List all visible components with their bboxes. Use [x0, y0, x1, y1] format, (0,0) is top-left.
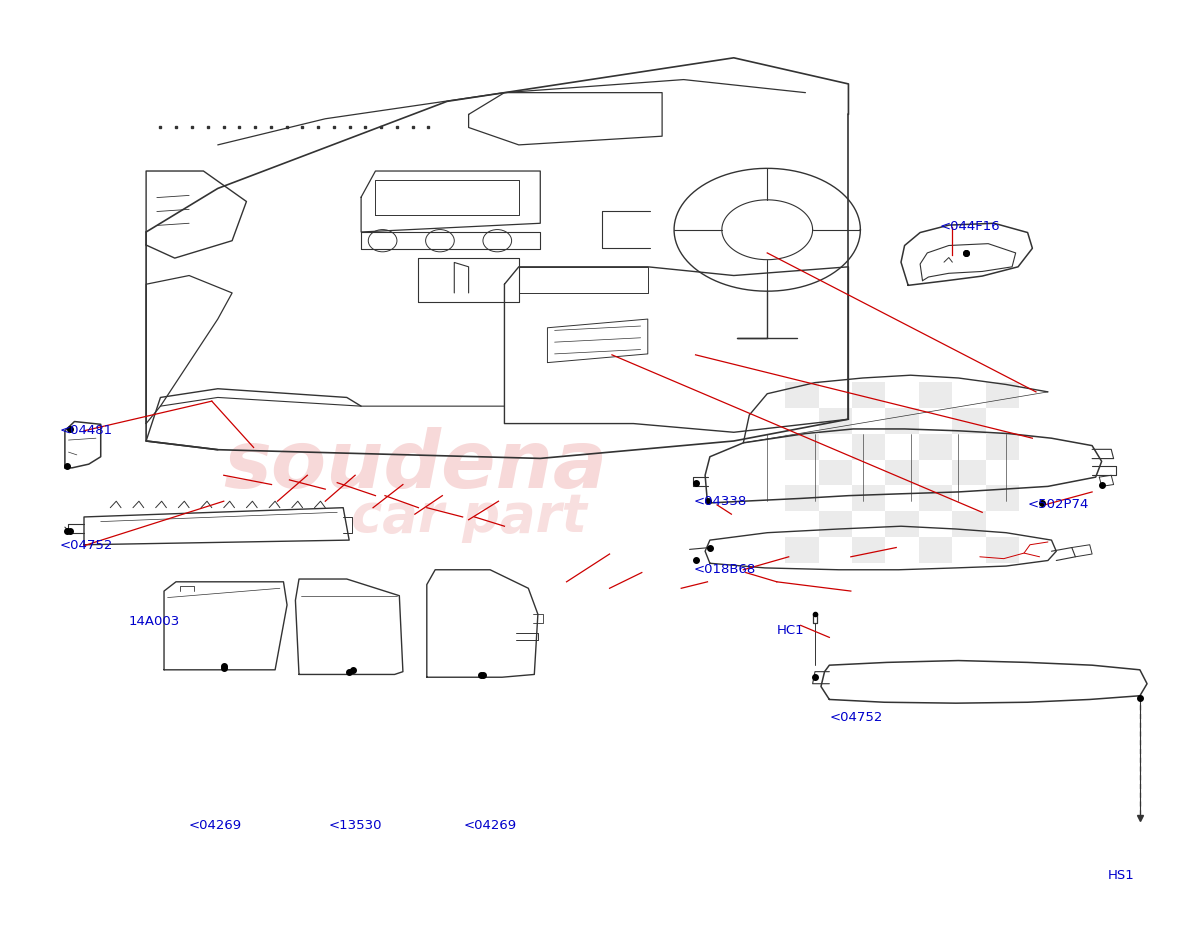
- Text: <04481: <04481: [60, 424, 113, 437]
- Text: <018B68: <018B68: [694, 563, 756, 576]
- Bar: [852, 433, 886, 459]
- Bar: [852, 538, 886, 563]
- Bar: [886, 512, 919, 538]
- Bar: [953, 459, 986, 486]
- Bar: [886, 459, 919, 486]
- Text: 14A003: 14A003: [128, 615, 180, 628]
- Bar: [986, 433, 1019, 459]
- Bar: [953, 407, 986, 433]
- Bar: [986, 382, 1019, 407]
- Bar: [785, 433, 818, 459]
- Bar: [953, 512, 986, 538]
- Text: <04338: <04338: [694, 495, 746, 508]
- Text: soudena: soudena: [223, 427, 607, 505]
- Text: car part: car part: [350, 491, 587, 543]
- Bar: [785, 486, 818, 512]
- Text: <044F16: <044F16: [940, 221, 1000, 234]
- Bar: [919, 538, 953, 563]
- Text: <04269: <04269: [188, 819, 242, 832]
- Bar: [852, 486, 886, 512]
- Bar: [785, 382, 818, 407]
- Bar: [886, 407, 919, 433]
- Text: <04752: <04752: [829, 711, 883, 724]
- Text: HS1: HS1: [1108, 869, 1134, 882]
- Bar: [818, 407, 852, 433]
- Bar: [818, 512, 852, 538]
- Bar: [785, 538, 818, 563]
- Text: <13530: <13530: [329, 819, 382, 832]
- Bar: [852, 382, 886, 407]
- Bar: [818, 459, 852, 486]
- Bar: [986, 486, 1019, 512]
- Bar: [919, 433, 953, 459]
- Bar: [986, 538, 1019, 563]
- Bar: [919, 382, 953, 407]
- Bar: [919, 486, 953, 512]
- Text: <04752: <04752: [60, 540, 114, 552]
- Text: <04269: <04269: [463, 819, 517, 832]
- Text: <502P74: <502P74: [1027, 499, 1088, 512]
- Text: HC1: HC1: [776, 624, 804, 637]
